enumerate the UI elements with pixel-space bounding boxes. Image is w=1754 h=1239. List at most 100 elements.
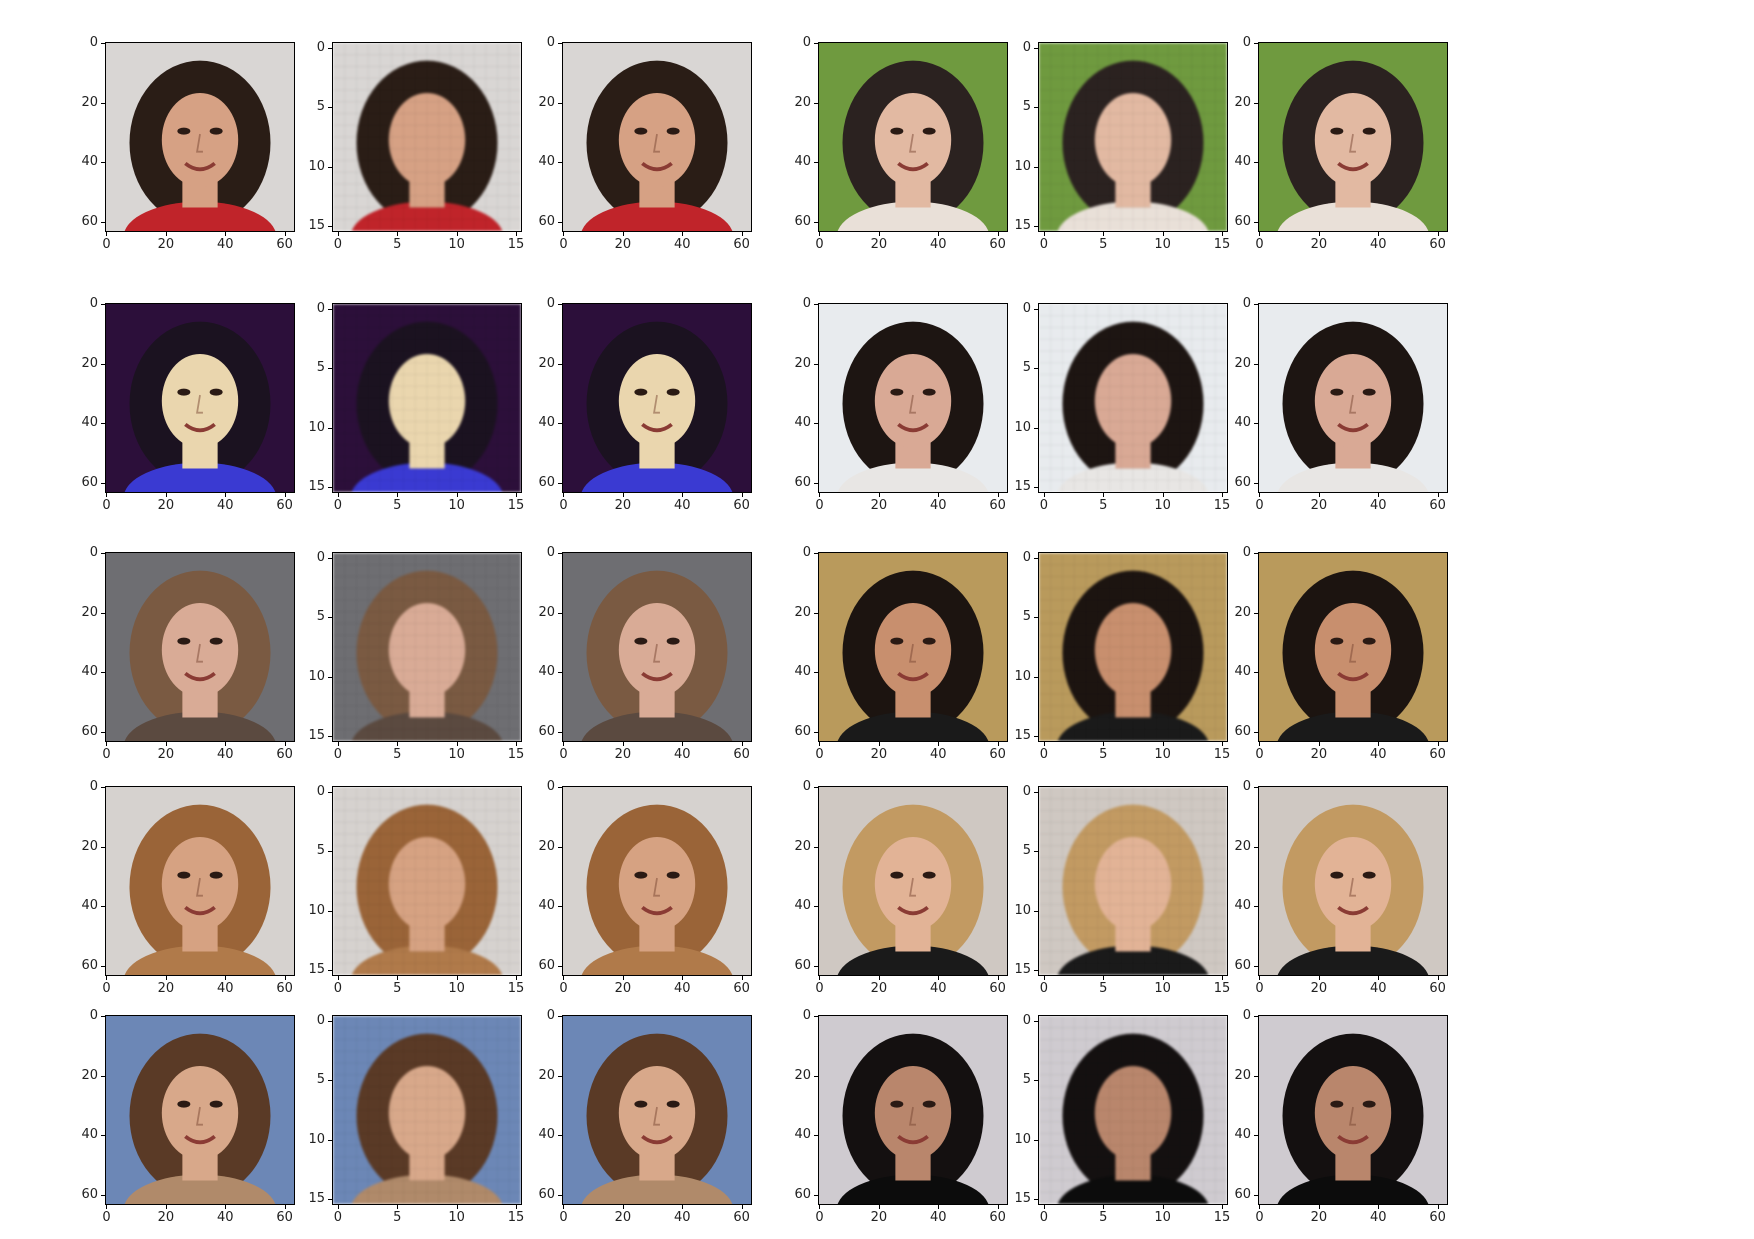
x-tick-label: 0 xyxy=(333,237,343,252)
x-tick-mark xyxy=(1043,1205,1045,1209)
x-tick-mark xyxy=(1318,493,1320,497)
x-tick-mark xyxy=(1222,232,1224,236)
x-tick-label: 5 xyxy=(1099,498,1108,513)
x-tick-mark xyxy=(225,742,227,746)
x-tick-mark xyxy=(1103,976,1105,980)
y-tick-label: 15 xyxy=(308,962,325,978)
y-tick-mark xyxy=(558,1194,562,1196)
x-tick-label: 0 xyxy=(1039,498,1049,513)
y-tick-label: 60 xyxy=(794,957,811,973)
x-tick-label: 0 xyxy=(102,498,111,513)
y-tick-label: 0 xyxy=(316,549,325,565)
y-tick-mark xyxy=(1254,906,1258,908)
x-tick-mark xyxy=(106,1205,108,1209)
x-tick-label: 5 xyxy=(393,747,402,762)
x-tick-mark xyxy=(456,1205,458,1209)
x-tick-mark xyxy=(938,493,940,497)
y-tick-label: 20 xyxy=(794,1067,811,1083)
y-tick-label: 10 xyxy=(1014,668,1031,684)
x-tick-mark xyxy=(165,232,167,236)
x-tick-mark xyxy=(741,493,743,497)
y-tick-mark xyxy=(558,482,562,484)
x-tick-mark xyxy=(284,1205,286,1209)
x-tick-mark xyxy=(819,1205,821,1209)
x-tick-label: 0 xyxy=(1255,981,1264,996)
y-tick-label: 0 xyxy=(802,296,811,312)
x-tick-label: 0 xyxy=(1039,1210,1049,1225)
y-tick-label: 10 xyxy=(308,1131,325,1147)
x-tick-mark xyxy=(1103,742,1105,746)
y-tick-label: 15 xyxy=(308,479,325,495)
x-tick-label: 20 xyxy=(157,498,175,513)
y-tick-label: 5 xyxy=(1022,360,1031,376)
y-tick-label: 5 xyxy=(316,609,325,625)
x-tick-mark xyxy=(878,232,880,236)
x-tick-mark xyxy=(1043,976,1045,980)
y-tick-label: 10 xyxy=(308,668,325,684)
x-tick-label: 0 xyxy=(559,237,568,252)
x-tick-mark xyxy=(1162,976,1164,980)
x-tick-label: 60 xyxy=(989,237,1006,252)
x-tick-mark xyxy=(622,1205,624,1209)
y-tick-label: 0 xyxy=(89,1008,98,1024)
x-tick-label: 60 xyxy=(989,498,1006,513)
y-tick-mark xyxy=(558,846,562,848)
y-tick-label: 20 xyxy=(81,604,98,620)
y-tick-label: 5 xyxy=(316,99,325,115)
x-tick-label: 60 xyxy=(1429,747,1446,762)
y-tick-label: 40 xyxy=(1234,898,1251,914)
x-tick-mark xyxy=(337,232,339,236)
y-tick-mark xyxy=(101,846,105,848)
y-tick-label: 60 xyxy=(538,213,555,229)
y-tick-mark xyxy=(1254,423,1258,425)
y-tick-mark xyxy=(1034,368,1038,370)
face-image xyxy=(1038,303,1228,493)
x-tick-mark xyxy=(1437,976,1439,980)
x-tick-mark xyxy=(165,493,167,497)
y-tick-mark xyxy=(1254,102,1258,104)
y-tick-mark xyxy=(558,1075,562,1077)
y-tick-mark xyxy=(328,166,332,168)
y-tick-mark xyxy=(814,363,818,365)
x-tick-mark xyxy=(1378,742,1380,746)
x-tick-mark xyxy=(337,1205,339,1209)
y-tick-label: 60 xyxy=(81,1186,98,1202)
x-tick-label: 20 xyxy=(157,981,175,996)
x-tick-mark xyxy=(741,742,743,746)
face-image xyxy=(1038,1015,1228,1205)
y-tick-label: 60 xyxy=(1234,723,1251,739)
y-tick-label: 0 xyxy=(316,1012,325,1028)
x-tick-mark xyxy=(1259,232,1261,236)
x-tick-label: 20 xyxy=(614,237,632,252)
x-tick-label: 0 xyxy=(815,237,824,252)
y-tick-label: 0 xyxy=(546,35,555,51)
x-tick-mark xyxy=(622,493,624,497)
x-tick-label: 15 xyxy=(507,981,525,996)
x-tick-label: 10 xyxy=(448,498,465,513)
y-tick-mark xyxy=(814,482,818,484)
x-tick-mark xyxy=(563,232,565,236)
y-tick-label: 60 xyxy=(538,957,555,973)
x-tick-label: 20 xyxy=(870,237,888,252)
x-tick-label: 10 xyxy=(1154,498,1171,513)
y-tick-label: 40 xyxy=(794,898,811,914)
x-tick-mark xyxy=(1437,1205,1439,1209)
x-tick-label: 40 xyxy=(1369,981,1387,996)
x-tick-mark xyxy=(284,976,286,980)
x-tick-mark xyxy=(1318,742,1320,746)
x-tick-label: 0 xyxy=(559,747,568,762)
x-tick-label: 5 xyxy=(1099,981,1108,996)
x-tick-label: 60 xyxy=(989,747,1006,762)
x-tick-label: 0 xyxy=(333,981,343,996)
y-tick-label: 0 xyxy=(89,296,98,312)
x-tick-label: 0 xyxy=(815,981,824,996)
x-tick-mark xyxy=(1103,493,1105,497)
x-tick-label: 20 xyxy=(1310,747,1328,762)
y-tick-mark xyxy=(814,965,818,967)
y-tick-mark xyxy=(101,731,105,733)
y-tick-mark xyxy=(101,482,105,484)
y-tick-mark xyxy=(558,672,562,674)
y-tick-label: 0 xyxy=(1022,549,1031,565)
x-tick-label: 40 xyxy=(673,237,691,252)
